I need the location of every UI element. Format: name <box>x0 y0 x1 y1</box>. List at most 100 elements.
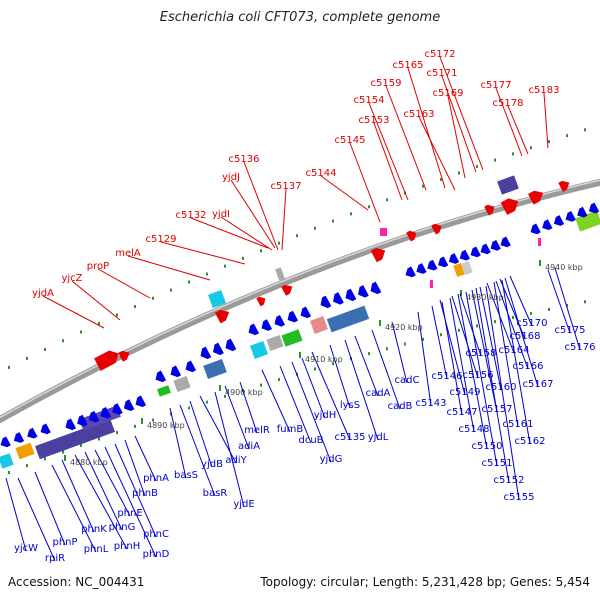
accession-label: Accession: NC_004431 <box>8 575 145 589</box>
reverse-gene-label-leader <box>189 400 213 468</box>
forward-gene-arrow <box>370 247 386 263</box>
reverse-gene-label-leader <box>354 335 379 397</box>
forward-gene-label-leader <box>447 95 466 179</box>
forward-gene-label-leader <box>71 280 121 321</box>
forward-gene-label-leader <box>368 102 409 201</box>
reverse-gene-label-leader <box>499 278 526 340</box>
feature-block <box>453 262 465 278</box>
reverse-gene-label-leader <box>391 321 408 384</box>
reverse-gene-label: c5135 <box>335 432 366 443</box>
reverse-gene-label-leader <box>224 385 250 450</box>
reverse-gene-label: phnG <box>109 522 136 533</box>
reverse-gene-label: fumB <box>277 424 304 435</box>
forward-gene-arrow <box>118 350 130 362</box>
reverse-gene-label: yjcW <box>14 543 38 554</box>
kbp-tick-mark <box>379 320 381 326</box>
reverse-gene-arrow <box>577 206 588 218</box>
feature-block <box>35 418 115 460</box>
forward-tick-dot <box>458 171 460 175</box>
forward-gene-label: c5172 <box>425 49 456 60</box>
forward-gene-arrow <box>558 180 570 192</box>
forward-gene-label-leader <box>281 188 287 251</box>
kbp-tick-mark <box>64 455 66 461</box>
reverse-gene-label-leader <box>61 459 95 533</box>
reverse-gene-arrow <box>300 306 312 319</box>
reverse-gene-arrow <box>248 323 260 336</box>
forward-tick-dot <box>8 365 10 369</box>
reverse-gene-label: phnK <box>81 524 107 535</box>
forward-gene-label-leader <box>407 67 446 189</box>
reverse-gene-arrow <box>65 418 77 431</box>
kbp-tick-mark <box>141 418 143 424</box>
reverse-gene-label-leader <box>124 439 146 497</box>
reverse-gene-label: phnB <box>132 488 158 499</box>
reverse-tick-dot <box>458 328 460 332</box>
reverse-gene-label-leader <box>509 275 533 327</box>
reverse-gene-arrow <box>287 310 299 323</box>
reverse-tick-dot <box>548 307 550 311</box>
forward-tick-dot <box>440 177 442 181</box>
reverse-gene-label-leader <box>554 267 581 351</box>
reverse-gene-label-leader <box>301 357 326 419</box>
reverse-gene-label: c5160 <box>486 382 517 393</box>
forward-gene-label-leader <box>230 179 276 249</box>
forward-gene-label-leader <box>439 56 484 171</box>
forward-gene-label: c5132 <box>176 210 207 221</box>
forward-gene-arrow <box>528 190 544 205</box>
forward-gene-label: melA <box>115 248 141 259</box>
reverse-gene-label: c5170 <box>517 318 548 329</box>
reverse-gene-label-leader <box>74 454 128 550</box>
feature-block <box>173 375 191 393</box>
gene-labels: 4880 kbp 4890 kbp 4900 kbp 4910 kbp 4920 kbp… <box>14 49 596 564</box>
forward-tick-dot <box>476 164 478 168</box>
forward-tick-dot <box>98 321 100 325</box>
reverse-gene-arrow <box>155 370 167 383</box>
reverse-gene-arrow <box>333 292 344 305</box>
reverse-tick-dot <box>404 342 406 346</box>
reverse-gene-label: phnE <box>117 508 142 519</box>
reverse-gene-label-leader <box>431 305 448 380</box>
forward-gene-label-leader <box>507 105 529 155</box>
reverse-gene-label-leader <box>439 299 466 396</box>
reverse-tick-dot <box>26 464 28 468</box>
reverse-gene-label-leader <box>134 435 157 482</box>
feature-block <box>310 316 328 334</box>
reverse-gene-label-leader <box>475 287 510 484</box>
forward-gene-label: yjdJ <box>222 172 240 183</box>
reverse-gene-label: cadA <box>366 388 391 399</box>
reverse-gene-arrow <box>0 436 11 448</box>
reverse-tick-dot <box>386 347 388 351</box>
genome-backbone <box>0 178 600 424</box>
forward-gene-label-leader <box>243 161 279 251</box>
kbp-tick-mark <box>299 352 301 358</box>
feature-block <box>497 175 519 195</box>
reverse-gene-arrow <box>213 342 224 356</box>
reverse-gene-label: c5175 <box>555 325 586 336</box>
forward-tick-dot <box>332 219 334 223</box>
reverse-gene-label-leader <box>417 311 432 407</box>
forward-gene-arrow <box>484 204 495 216</box>
reverse-gene-arrow <box>405 266 416 278</box>
reverse-tick-dot <box>314 367 316 371</box>
reverse-gene-label: yjdL <box>368 432 389 443</box>
forward-tick-dot <box>80 330 82 334</box>
forward-tick-dot <box>62 339 64 343</box>
forward-gene-label: c5163 <box>404 109 435 120</box>
reverse-gene-label: c5167 <box>523 379 554 390</box>
forward-tick-dot <box>116 313 118 317</box>
reverse-gene-label-leader <box>486 282 515 354</box>
reverse-gene-label: yjdH <box>314 410 337 421</box>
reverse-gene-label-leader <box>214 391 245 508</box>
forward-tick-dot <box>296 234 298 238</box>
reverse-gene-label-leader <box>94 449 131 517</box>
reverse-gene-label-leader <box>344 339 379 441</box>
forward-gene-arrow <box>214 309 230 324</box>
reverse-gene-label: adiY <box>225 455 247 466</box>
reverse-gene-arrow <box>470 246 481 258</box>
forward-gene-label: yjcZ <box>61 273 82 284</box>
reverse-gene-label-leader <box>471 289 498 413</box>
reverse-tick-dot <box>80 443 82 447</box>
reverse-gene-label-leader <box>179 404 216 497</box>
tick-marks <box>8 128 586 474</box>
reverse-gene-label-leader <box>169 407 187 479</box>
